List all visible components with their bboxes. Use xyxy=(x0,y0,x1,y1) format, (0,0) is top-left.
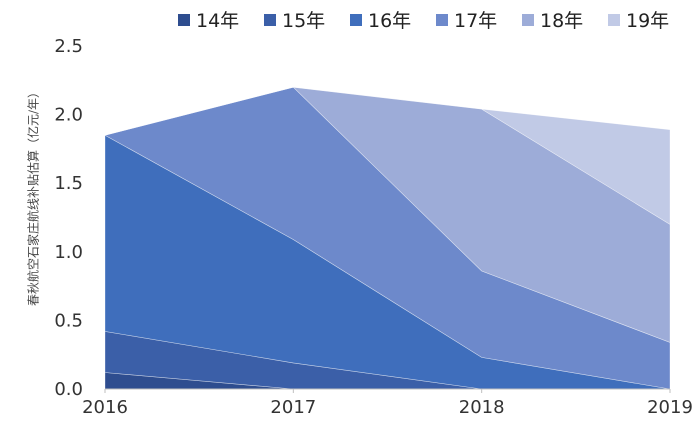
y-tick-label: 1.5 xyxy=(54,173,83,194)
area-series-6 xyxy=(104,86,671,225)
y-tick-label: 0.0 xyxy=(54,379,83,400)
x-tick-label: 2019 xyxy=(647,397,693,418)
legend-swatch xyxy=(522,14,534,26)
legend: 14年 15年 16年 17年 18年 19年 xyxy=(178,10,669,32)
legend-label: 18年 xyxy=(540,10,583,32)
y-axis-label: 春秋航空石家庄航线补贴估算（亿元/年） xyxy=(26,86,41,306)
x-tick-label: 2018 xyxy=(459,397,505,418)
legend-label: 19年 xyxy=(626,10,669,32)
y-tick-label: 1.0 xyxy=(54,242,83,263)
legend-label: 16年 xyxy=(368,10,411,32)
x-tick-label: 2017 xyxy=(270,397,316,418)
y-tick-label: 2.5 xyxy=(54,36,83,57)
legend-swatch xyxy=(264,14,276,26)
y-tick-label: 2.0 xyxy=(54,105,83,126)
x-axis-ticks: 2016 2017 2018 2019 xyxy=(82,389,693,418)
legend-swatch xyxy=(436,14,448,26)
legend-label: 15年 xyxy=(282,10,325,32)
y-axis-ticks: 0.0 0.5 1.0 1.5 2.0 2.5 xyxy=(54,36,83,400)
legend-swatch xyxy=(178,14,190,26)
y-tick-label: 0.5 xyxy=(54,310,83,331)
legend-swatch xyxy=(350,14,362,26)
area-layers xyxy=(104,86,671,390)
legend-label: 14年 xyxy=(196,10,239,32)
x-tick-label: 2016 xyxy=(82,397,128,418)
legend-swatch xyxy=(608,14,620,26)
legend-label: 17年 xyxy=(454,10,497,32)
